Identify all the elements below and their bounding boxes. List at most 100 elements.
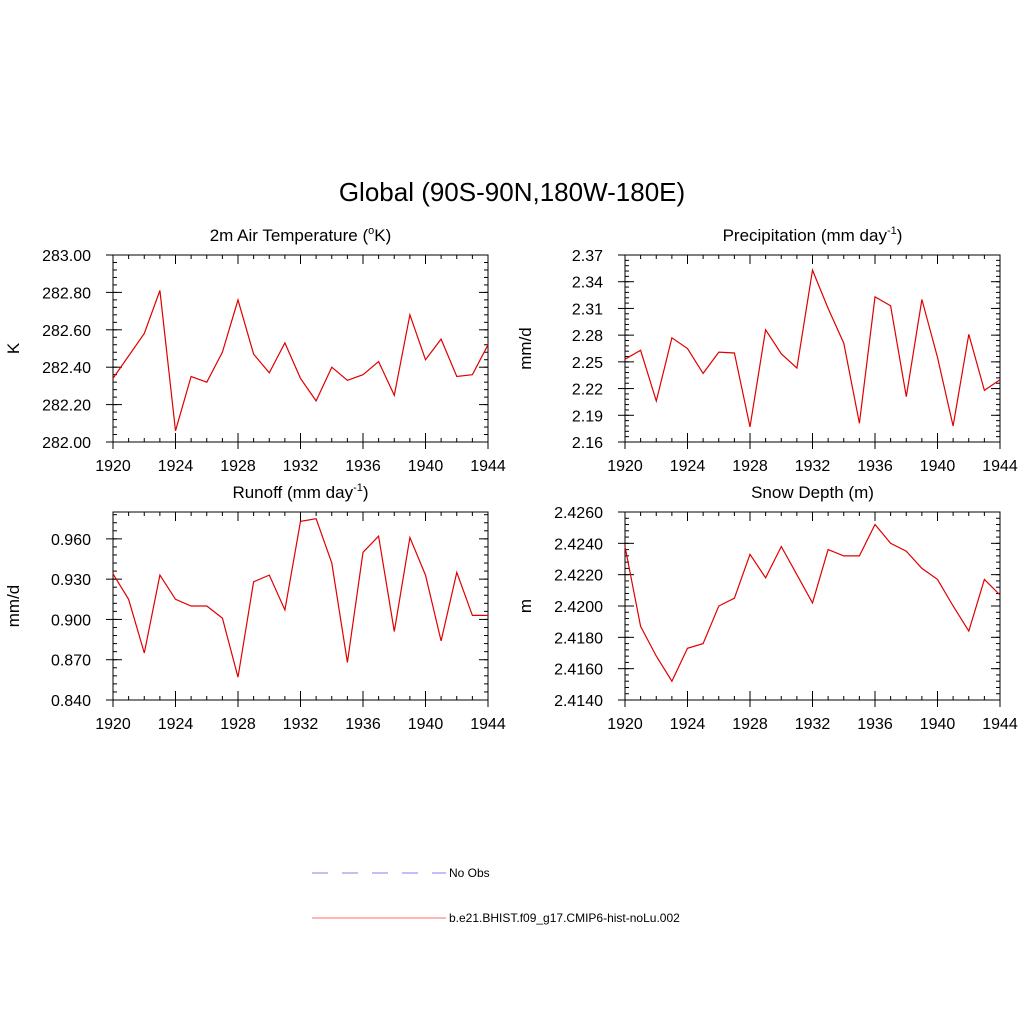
data-point <box>331 562 333 564</box>
x-tick-label: 1928 <box>732 458 768 475</box>
data-point <box>112 573 114 575</box>
panel-title-end: ) <box>363 483 369 502</box>
y-axis-label: mm/d <box>4 585 23 628</box>
panel-title-text: Precipitation (mm day <box>723 226 888 245</box>
data-point <box>143 333 145 335</box>
series-line <box>624 267 1001 428</box>
data-point <box>999 379 1001 381</box>
panel-4: 1920 1924 1928 1932 1936 1940 1944 2.4140 2.4160… <box>516 483 1018 733</box>
data-point <box>827 549 829 551</box>
y-tick-label: 0.900 <box>51 612 91 629</box>
data-point <box>984 579 986 581</box>
y-tick-label: 2.16 <box>572 435 603 452</box>
data-point <box>968 630 970 632</box>
data-point <box>206 381 208 383</box>
data-point <box>222 617 224 619</box>
data-point <box>624 358 626 360</box>
data-point <box>143 652 145 654</box>
data-point <box>409 537 411 539</box>
x-tick-label: 1944 <box>982 716 1018 733</box>
data-point <box>175 430 177 432</box>
y-tick-label: 282.20 <box>42 398 91 415</box>
x-tick-label: 1940 <box>408 458 444 475</box>
data-point <box>812 269 814 271</box>
data-point <box>734 597 736 599</box>
y-tick-label: 0.930 <box>51 572 91 589</box>
panel-title: Snow Depth (m) <box>751 483 874 502</box>
series-line <box>112 518 488 678</box>
y-tick-label: 2.4240 <box>554 536 603 553</box>
data-point <box>393 394 395 396</box>
y-tick-label: 2.4140 <box>554 693 603 710</box>
x-tick-label: 1940 <box>920 458 956 475</box>
data-point <box>237 676 239 678</box>
panel-title-text: Snow Depth (m) <box>751 483 874 502</box>
data-point <box>472 615 474 617</box>
plot-frame <box>112 254 489 443</box>
data-point <box>237 299 239 301</box>
y-tick-label: 2.4220 <box>554 568 603 585</box>
panel-3: 1920 1924 1928 1932 1936 1940 1944 0.840 0.870 0.… <box>4 482 506 733</box>
panel-title-superscript: -1 <box>887 225 897 237</box>
data-point <box>300 521 302 523</box>
data-point <box>655 400 657 402</box>
data-point <box>937 357 939 359</box>
panel-2: 1920 1924 1928 1932 1936 1940 1944 2.16 2.19 2.22… <box>516 225 1018 475</box>
y-tick-label: 2.19 <box>572 408 603 425</box>
data-point <box>222 351 224 353</box>
y-tick-label: 2.4260 <box>554 505 603 522</box>
x-tick-label: 1932 <box>795 458 831 475</box>
data-point <box>409 314 411 316</box>
data-point <box>128 355 130 357</box>
x-tick-label: 1920 <box>607 716 643 733</box>
data-point <box>440 640 442 642</box>
data-point <box>859 555 861 557</box>
series-line <box>624 523 1001 683</box>
data-point <box>347 662 349 664</box>
figure-title: Global (90S-90N,180W-180E) <box>339 177 685 207</box>
data-point <box>425 359 427 361</box>
data-point <box>456 376 458 378</box>
data-point <box>702 373 704 375</box>
x-tick-label: 1924 <box>158 716 194 733</box>
data-point <box>472 374 474 376</box>
data-point <box>827 308 829 310</box>
data-point <box>999 594 1001 596</box>
plot-frame <box>112 511 489 701</box>
data-point <box>843 342 845 344</box>
x-tick-label: 1944 <box>470 716 506 733</box>
y-tick-label: 282.40 <box>42 360 91 377</box>
data-point <box>765 329 767 331</box>
legend-label-1: No Obs <box>449 866 490 880</box>
panel-title: 2m Air Temperature (oK) <box>210 225 392 245</box>
x-tick-label: 1924 <box>670 716 706 733</box>
y-tick-label: 282.60 <box>42 323 91 340</box>
data-point <box>780 546 782 548</box>
y-tick-label: 2.22 <box>572 382 603 399</box>
panel-title-text: Runoff (mm day <box>232 483 353 502</box>
data-point <box>749 554 751 556</box>
data-point <box>952 605 954 607</box>
data-point <box>905 396 907 398</box>
data-point <box>921 568 923 570</box>
x-tick-label: 1932 <box>283 458 319 475</box>
panel-1: 1920 1924 1928 1932 1936 1940 1944 282.00 282.20… <box>4 225 506 475</box>
x-tick-label: 1920 <box>95 458 131 475</box>
data-point <box>655 655 657 657</box>
panel-title-text: 2m Air Temperature ( <box>210 226 369 245</box>
y-tick-label: 2.4180 <box>554 630 603 647</box>
x-tick-label: 1920 <box>607 458 643 475</box>
data-point <box>347 379 349 381</box>
data-point <box>159 290 161 292</box>
data-point <box>300 378 302 380</box>
y-tick-label: 2.28 <box>572 328 603 345</box>
data-point <box>253 581 255 583</box>
x-tick-label: 1928 <box>220 458 256 475</box>
x-tick-label: 1936 <box>857 716 893 733</box>
data-point <box>859 423 861 425</box>
data-point <box>206 605 208 607</box>
data-point <box>159 574 161 576</box>
data-point <box>874 524 876 526</box>
y-axis-label: m <box>516 599 535 613</box>
